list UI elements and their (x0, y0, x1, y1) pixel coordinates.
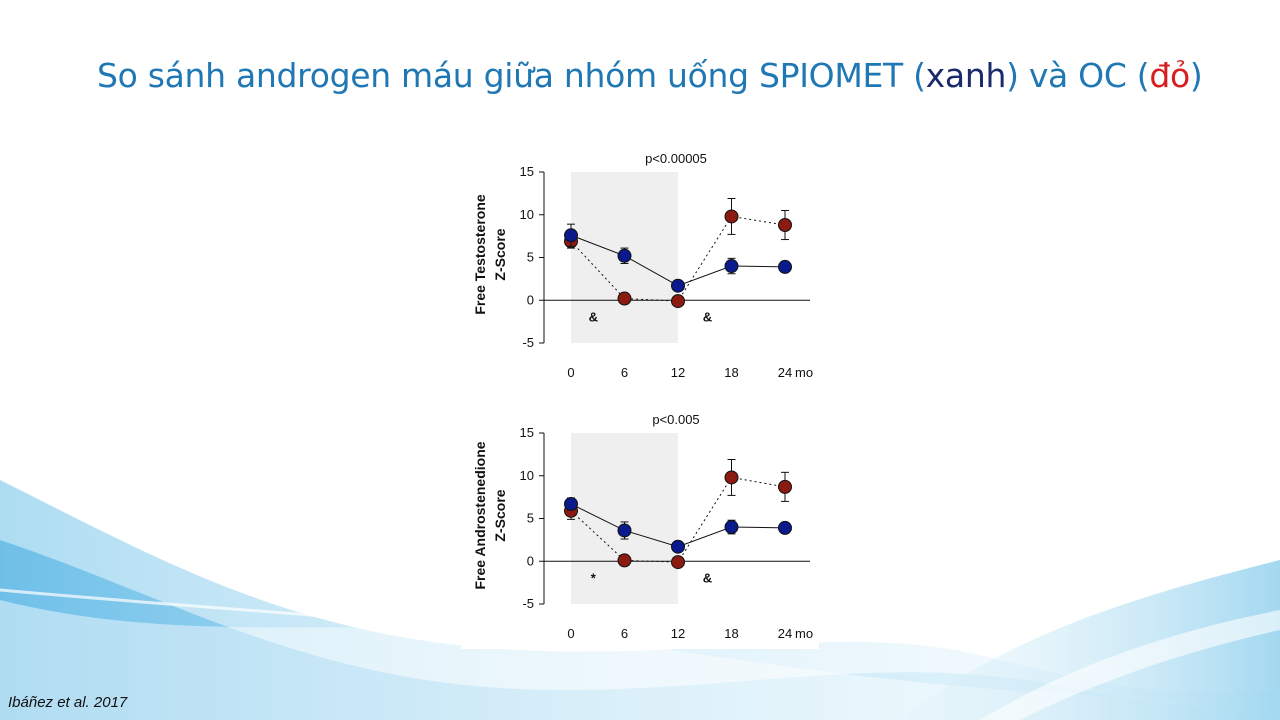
chart1-spiomet-data-point (564, 228, 578, 243)
chart1-spiomet-data-point (778, 259, 792, 274)
chart2-x-tick-label: 24 (778, 626, 792, 641)
citation: Ibáñez et al. 2017 (8, 694, 128, 711)
chart2-x-tick-label: 6 (621, 626, 628, 641)
chart1-y-tick-label: 5 (527, 250, 534, 265)
chart2-spiomet-data-point (724, 520, 739, 535)
chart1-significance-marker: & (589, 309, 598, 324)
chart1-y-axis-label-line: Free Testosterone (472, 194, 488, 315)
chart1-oc-data-point (617, 291, 632, 306)
chart2-spiomet-data-point (778, 520, 792, 535)
chart1-x-tick-label: 6 (621, 365, 628, 380)
title-red-word: đỏ (1149, 56, 1190, 95)
chart1-significance-marker: & (703, 309, 712, 324)
title-middle: ) và OC ( (1006, 56, 1150, 95)
chart2-y-tick-label: 5 (527, 511, 534, 526)
chart2-oc-data-point (778, 479, 792, 494)
chart1-y-tick-label: -5 (522, 335, 534, 350)
chart-panel: 15 10 5 0 -5 0 6 12 18 24 mo Free Testosterone Z-Sco… (461, 145, 819, 649)
chart1-y-axis-label-line: Z-Score (492, 228, 508, 280)
chart2-y-tick-label: -5 (522, 596, 534, 611)
chart2-oc-data-point (724, 470, 739, 485)
title-blue-word: xanh (925, 56, 1007, 95)
title-tail: ) (1189, 56, 1203, 95)
chart2-shaded-treatment-region (571, 433, 678, 604)
chart1-y-tick-label: 10 (520, 207, 534, 222)
chart1-oc-data-point (671, 294, 685, 309)
chart2-significance-marker: * (591, 570, 597, 585)
chart1-x-unit-label: mo (795, 365, 813, 380)
chart1-spiomet-data-point (617, 248, 632, 263)
title-lead: So sánh androgen máu giữa nhóm uống SPIO… (97, 56, 926, 95)
chart2-oc-data-point (617, 553, 632, 568)
chart2-x-tick-label: 18 (724, 626, 738, 641)
chart2-y-tick-label: 0 (527, 553, 534, 568)
chart2-x-tick-label: 12 (671, 626, 685, 641)
slide-title: So sánh androgen máu giữa nhóm uống SPIO… (97, 56, 1217, 95)
chart2-significance-marker: & (703, 570, 712, 585)
chart1-x-tick-label: 18 (724, 365, 738, 380)
chart2-spiomet-data-point (564, 496, 578, 511)
chart1-p-value: p<0.00005 (645, 151, 707, 166)
chart1-spiomet-data-point (671, 278, 685, 293)
chart2-y-tick-label: 15 (520, 425, 534, 440)
chart2-y-axis-label-line: Z-Score (492, 489, 508, 541)
chart1-y-tick-label: 0 (527, 292, 534, 307)
chart2-oc-data-point (671, 555, 685, 570)
chart2-x-tick-label: 0 (567, 626, 574, 641)
chart1-oc-data-point (724, 209, 739, 224)
chart1-oc-data-point (778, 218, 792, 233)
chart1-x-tick-label: 0 (567, 365, 574, 380)
chart2-x-unit-label: mo (795, 626, 813, 641)
chart2-p-value: p<0.005 (652, 412, 699, 427)
chart2-spiomet-data-point (617, 523, 632, 538)
chart2-spiomet-data-point (671, 539, 685, 554)
chart1-y-tick-label: 15 (520, 164, 534, 179)
chart1-spiomet-data-point (724, 259, 739, 274)
chart1-x-tick-label: 12 (671, 365, 685, 380)
chart2-y-axis-label-line: Free Androstenedione (472, 441, 488, 589)
chart2-y-tick-label: 10 (520, 468, 534, 483)
chart1-x-tick-label: 24 (778, 365, 792, 380)
